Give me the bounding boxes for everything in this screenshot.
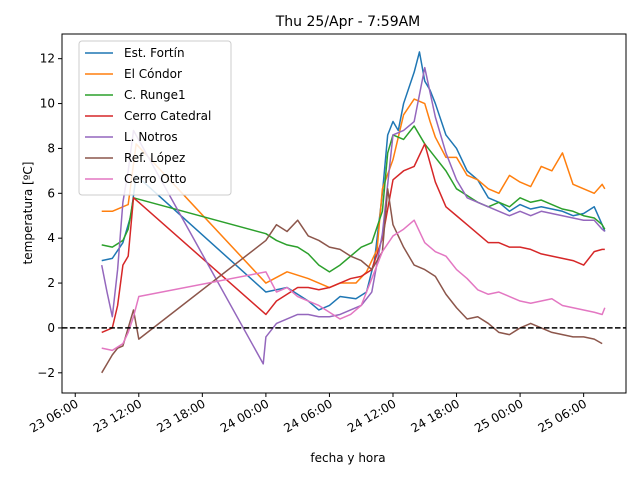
series-layer [100,51,606,374]
legend-label: Cerro Catedral [124,109,211,123]
y-tick-label: 6 [47,186,55,200]
legend-label: El Cóndor [124,67,182,81]
legend: Est. Fortín El Cóndor C. Runge1 Cerro Cated… [78,40,232,196]
y-tick-label: 2 [47,276,55,290]
y-tick-label: −2 [37,366,55,380]
y-axis-title: temperatura [ºC] [21,162,35,265]
plot-border [61,33,627,394]
series-line-6 [101,188,603,374]
legend-label: Est. Fortín [124,46,185,60]
series-line-4 [101,143,605,334]
y-tick-label: 12 [40,52,55,66]
x-axis-title: fecha y hora [310,451,385,465]
legend-label: C. Runge1 [124,88,186,102]
y-tick-label: 4 [47,231,55,245]
y-axis: −2 0 2 4 6 8 10 12 [37,52,62,380]
legend-label: L. Notros [124,130,178,144]
series-line-3 [101,125,606,273]
y-tick-label: 8 [47,141,55,155]
series-line-1 [101,51,606,311]
y-tick-label: 10 [40,97,55,111]
legend-label: Cerro Otto [124,172,187,186]
series-line-2 [101,98,606,289]
y-tick-label: 0 [47,321,55,335]
series-line-7 [101,219,606,352]
legend-label: Ref. López [124,151,185,165]
legend-box [78,40,232,196]
series-line-5 [100,66,606,365]
chart-title: Thu 25/Apr - 7:59AM [275,14,421,30]
